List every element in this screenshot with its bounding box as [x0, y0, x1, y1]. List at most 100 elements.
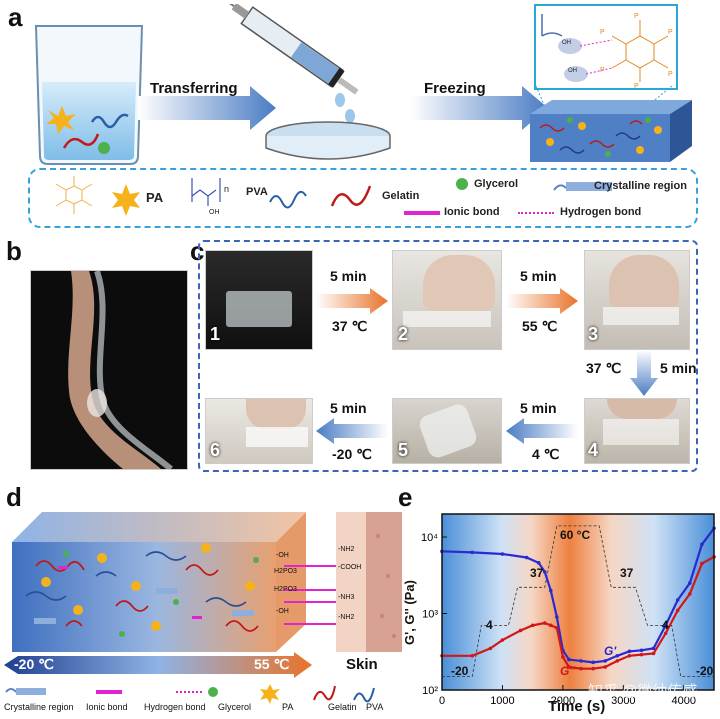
right-group-2: -COOH — [338, 564, 362, 571]
temperature-profile-line — [442, 525, 714, 677]
x-tick-label: 3000 — [611, 695, 635, 707]
syringe-dish-illustration — [228, 4, 391, 160]
arrow-4-to-5-icon — [506, 418, 578, 444]
right-group-4: -NH2 — [338, 614, 355, 621]
step-number-1: 1 — [210, 324, 221, 344]
data-point — [549, 588, 553, 593]
data-point — [639, 648, 644, 653]
x-tick-label: 4000 — [672, 695, 696, 707]
glycerol-dot-icon — [98, 142, 110, 154]
data-point — [700, 561, 704, 566]
transferring-label: Transferring — [150, 80, 238, 97]
data-point — [536, 561, 541, 565]
data-point — [615, 653, 620, 658]
step-number-5: 5 — [398, 440, 409, 460]
t34-temp: 37 ℃ — [586, 360, 622, 376]
data-point — [688, 581, 692, 585]
t34-time: 5 min — [660, 360, 697, 376]
svg-text:P: P — [634, 13, 639, 20]
legend-pva: PVA — [246, 186, 268, 198]
legend-pa: PA — [146, 190, 164, 205]
step-number-4: 4 — [588, 440, 599, 460]
pa-star-icon — [46, 106, 76, 134]
temp-ann-2: 4 — [486, 618, 493, 632]
data-point — [530, 623, 535, 628]
gel-photo-6 — [205, 398, 313, 464]
data-point — [663, 623, 668, 628]
t12-temp: 37 ℃ — [332, 318, 368, 334]
series-label-g-prime: G' — [604, 644, 617, 658]
data-point — [591, 666, 595, 671]
data-point — [542, 621, 547, 625]
y-axis-label: G', G'' (Pa) — [402, 580, 417, 645]
arrow-transferring-icon — [138, 86, 276, 130]
step-number-2: 2 — [398, 324, 409, 344]
temp-high-label: 55 ℃ — [254, 656, 290, 672]
data-point — [488, 646, 493, 651]
x-axis-label: Time (s) — [548, 698, 606, 715]
data-point — [651, 646, 656, 651]
pva-structure-icon — [191, 178, 307, 209]
gelatin-chain-icon — [62, 133, 100, 149]
legend-glycerol: Glycerol — [474, 178, 519, 190]
data-point — [603, 659, 607, 663]
data-point — [555, 626, 559, 630]
watermark: 知乎 @微纳传感 — [588, 683, 698, 700]
t23-temp: 55 ℃ — [522, 318, 558, 334]
d-legend-pva: PVA — [366, 702, 384, 712]
data-point — [567, 665, 571, 669]
temperature-profile-path — [442, 525, 714, 677]
y-tick-label: 10² — [422, 685, 438, 697]
panel-label-d: d — [6, 482, 22, 512]
temp-ann-3: 37 — [530, 566, 544, 580]
glycerol-legend-icon — [456, 178, 468, 190]
arrow-5-to-6-icon — [316, 418, 388, 444]
series-label-g-double-prime: G'' — [560, 664, 576, 678]
right-group-1: -NH2 — [338, 546, 355, 553]
data-point — [524, 555, 529, 560]
panel-label-b: b — [6, 236, 22, 266]
x-tick-label: 2000 — [551, 695, 575, 707]
data-point — [700, 542, 704, 547]
temp-ann-7: -20 — [696, 664, 714, 678]
t12-time: 5 min — [330, 268, 367, 284]
t45-temp: 4 ℃ — [532, 446, 560, 462]
t23-time: 5 min — [520, 268, 557, 284]
gel-photo-3 — [584, 250, 690, 350]
temperature-gradient-arrow — [4, 652, 312, 678]
left-group-4: -OH — [276, 608, 289, 615]
data-point — [500, 552, 505, 556]
panel-label-e: e — [398, 482, 413, 512]
series-line-0 — [441, 527, 715, 664]
t56-temp: -20 ℃ — [332, 446, 372, 462]
svg-text:P: P — [634, 83, 639, 88]
gel-photo-1 — [205, 250, 313, 350]
arrow-3-to-4-icon — [630, 350, 658, 396]
data-point — [500, 638, 505, 642]
d-legend-crystalline: Crystalline region — [4, 702, 74, 712]
crystalline-legend-icon — [553, 182, 612, 191]
hydrogel-block-illustration — [530, 85, 692, 162]
data-point — [675, 598, 680, 602]
pa-molecule-icon — [55, 176, 140, 216]
temp-ann-4: 60 °C — [560, 528, 591, 542]
hydrogen-bond-legend-icon — [518, 212, 554, 214]
panel-a-legend-box — [28, 168, 698, 228]
step-number-3: 3 — [588, 324, 599, 344]
data-point — [470, 653, 475, 658]
d-legend-pa: PA — [282, 702, 294, 712]
rheology-chart: 0 1000 2000 3000 4000 10² 10³ 10⁴ — [421, 513, 716, 707]
arrow-2-to-3-icon — [506, 288, 578, 314]
pva-oh-label: OH — [209, 209, 220, 216]
x-tick-label: 1000 — [490, 695, 514, 707]
y-tick-label: 10³ — [422, 609, 438, 621]
data-point — [615, 659, 620, 663]
panel-label-a: a — [8, 2, 23, 32]
step-number-6: 6 — [210, 440, 221, 460]
zoom-oh-label-2: OH — [568, 68, 577, 74]
legend-hydrogen: Hydrogen bond — [560, 206, 642, 218]
pva-chain-icon — [90, 113, 129, 129]
legend-gelatin: Gelatin — [382, 190, 420, 202]
svg-text:P: P — [600, 29, 605, 36]
left-group-3: H2PO3 — [274, 586, 297, 593]
